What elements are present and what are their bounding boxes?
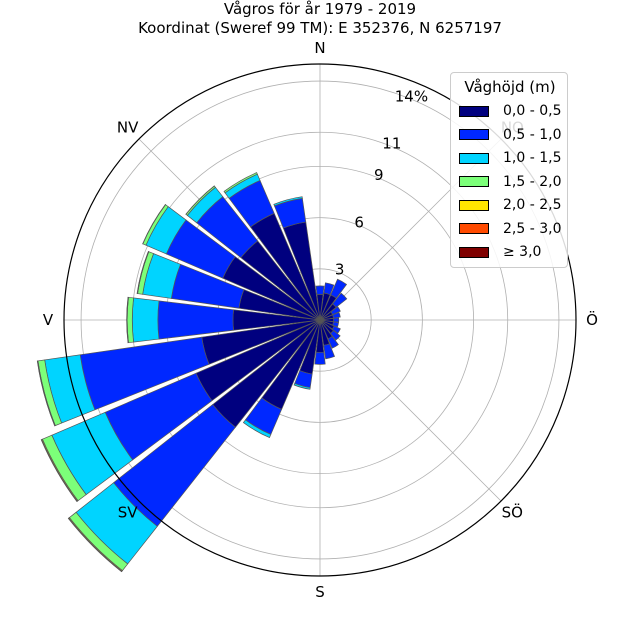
- radial-tick-label-1: 6: [354, 213, 364, 231]
- legend-swatch: [459, 223, 489, 234]
- legend-title: Våghöjd (m): [464, 78, 556, 96]
- legend-label: 0,0 - 0,5: [503, 103, 562, 119]
- legend-entry: 2,5 - 3,0: [459, 220, 561, 238]
- direction-label-3: SÖ: [502, 502, 523, 521]
- polar-frame: [63, 63, 577, 577]
- legend-swatch: [459, 105, 489, 117]
- bar-segment-sector-9-series-1: [330, 330, 341, 341]
- bar-segment-sector-13-series-2: [293, 382, 311, 390]
- legend-label: 2,5 - 3,0: [503, 220, 562, 237]
- legend-entry: 0,5 - 1,0: [459, 126, 561, 144]
- bar-segment-sector-4-series-1: [330, 306, 341, 316]
- bar-segment-sector-0-series-1: [315, 285, 325, 295]
- radial-tick-label-2: 9: [374, 166, 384, 184]
- legend-label: 1,0 - 1,5: [503, 150, 562, 166]
- bar-segment-sector-17-series-5: [36, 360, 56, 427]
- direction-label-5: SV: [118, 503, 139, 521]
- bar-segment-sector-18-series-5: [126, 296, 129, 344]
- radial-tick-label-3: 11: [382, 135, 401, 153]
- legend-entry: 1,0 - 1,5: [459, 149, 561, 167]
- radial-tick-label-4: 14%: [395, 87, 428, 105]
- legend-entry: ≥ 3,0: [459, 243, 541, 261]
- legend-label: 2,0 - 2,5: [503, 197, 562, 213]
- legend-swatch: [459, 176, 489, 187]
- legend-label: 1,5 - 2,0: [503, 173, 562, 190]
- chart-subtitle: Koordinat (Sweref 99 TM): E 352376, N 62…: [138, 19, 502, 37]
- bar-segment-sector-8-series-1: [331, 325, 341, 334]
- legend-entry: 1,5 - 2,0: [459, 173, 561, 191]
- bar-segment-sector-11-series-1: [323, 343, 336, 360]
- legend: Våghöjd (m) 0,0 - 0,5 0,5 - 1,0 1,0 - 1,5 1…: [450, 72, 568, 268]
- direction-label-6: V: [43, 311, 54, 329]
- chart-title: Vågros för år 1979 - 2019: [223, 0, 417, 18]
- direction-label-0: N: [314, 39, 325, 57]
- legend-label: 0,5 - 1,0: [503, 126, 562, 143]
- direction-label-4: S: [315, 583, 325, 601]
- bar-segment-sector-1-series-1: [323, 282, 335, 296]
- bar-segment-sector-3-series-1: [332, 292, 348, 308]
- bar-segment-sector-18-series-2: [131, 297, 160, 343]
- bar-segment-sector-2-series-1: [330, 278, 348, 299]
- bar-segment-sector-20-series-4: [142, 204, 166, 245]
- legend-swatch: [459, 246, 489, 258]
- wave-rose-bars: [36, 172, 348, 573]
- bar-segment-sector-22-series-3: [223, 172, 258, 194]
- angular-grid-line-3: [319, 319, 502, 502]
- legend-swatch: [459, 152, 489, 164]
- radial-tick-label-0: 3: [335, 261, 345, 279]
- bar-segment-sector-14-series-2: [242, 419, 272, 439]
- bar-segment-sector-18-series-1: [157, 300, 234, 340]
- bar-segment-sector-23-series-2: [273, 196, 303, 207]
- legend-entry: 2,0 - 2,5: [459, 196, 561, 214]
- legend-entry: 0,0 - 0,5: [459, 102, 561, 120]
- bar-segment-sector-19-series-5: [136, 251, 149, 294]
- direction-label-2: Ö: [586, 310, 598, 329]
- legend-label: ≥ 3,0: [503, 244, 542, 260]
- polar-outer-border: [63, 63, 577, 577]
- legend-swatch: [459, 129, 489, 140]
- bar-segment-sector-15-series-6: [67, 517, 123, 573]
- bar-segment-sector-7-series-1: [332, 321, 339, 328]
- bar-segment-sector-10-series-1: [327, 335, 339, 349]
- bar-segment-sector-21-series-4: [185, 185, 215, 215]
- direction-label-7: NV: [117, 119, 139, 137]
- bar-segment-sector-6-series-1: [333, 317, 340, 323]
- bar-segment-sector-12-series-1: [314, 351, 326, 365]
- legend-swatch: [459, 199, 489, 211]
- bar-segment-sector-5-series-1: [332, 311, 341, 319]
- bar-segment-sector-16-series-6: [40, 439, 78, 503]
